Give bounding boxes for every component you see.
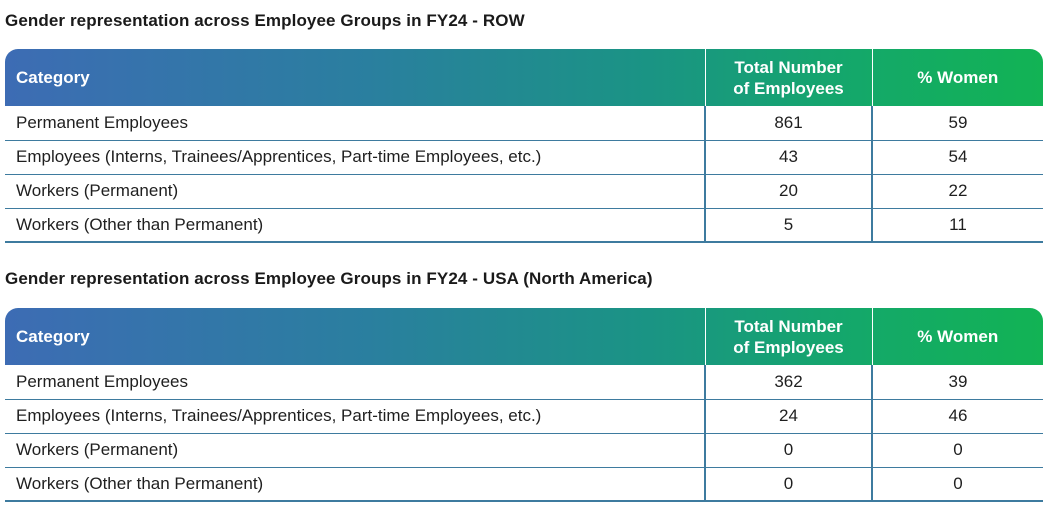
header-category: Category (16, 68, 90, 87)
header-total-line1: Total Number (734, 316, 843, 336)
table-row-region: Category Total Number of Employees % Wom… (5, 49, 1043, 243)
cell-total: 861 (704, 106, 872, 141)
table-row: Workers (Permanent) 20 22 (5, 174, 1043, 209)
cell-women: 46 (871, 399, 1043, 434)
cell-women: 22 (871, 174, 1043, 209)
section-title-usa: Gender representation across Employee Gr… (5, 269, 653, 288)
cell-total: 20 (704, 174, 872, 209)
cell-total: 0 (704, 467, 872, 502)
table-header: Category Total Number of Employees % Wom… (5, 49, 1043, 106)
table-row: Employees (Interns, Trainees/Apprentices… (5, 399, 1043, 434)
section-title-row: Gender representation across Employee Gr… (5, 11, 525, 30)
table-row: Workers (Other than Permanent) 5 11 (5, 208, 1043, 243)
table-row: Employees (Interns, Trainees/Apprentices… (5, 140, 1043, 175)
cell-women: 0 (871, 467, 1043, 502)
header-total-line2: of Employees (733, 78, 844, 98)
header-total-employees: Total Number of Employees (704, 49, 872, 106)
cell-category: Employees (Interns, Trainees/Apprentices… (5, 399, 705, 434)
header-percent-women: % Women (871, 308, 1043, 365)
cell-women: 54 (871, 140, 1043, 175)
header-total-employees: Total Number of Employees (704, 308, 872, 365)
header-total-line2: of Employees (733, 337, 844, 357)
cell-total: 0 (704, 433, 872, 468)
table-row: Permanent Employees 861 59 (5, 106, 1043, 141)
cell-women: 11 (871, 208, 1043, 243)
header-percent-women: % Women (871, 49, 1043, 106)
table-usa-region: Category Total Number of Employees % Wom… (5, 308, 1043, 502)
cell-category: Workers (Permanent) (5, 174, 705, 209)
cell-category: Workers (Other than Permanent) (5, 467, 705, 502)
cell-category: Workers (Other than Permanent) (5, 208, 705, 243)
cell-total: 24 (704, 399, 872, 434)
cell-category: Workers (Permanent) (5, 433, 705, 468)
table-row: Permanent Employees 362 39 (5, 365, 1043, 400)
cell-women: 59 (871, 106, 1043, 141)
cell-total: 362 (704, 365, 872, 400)
table-row: Workers (Other than Permanent) 0 0 (5, 467, 1043, 502)
table-row: Workers (Permanent) 0 0 (5, 433, 1043, 468)
cell-women: 39 (871, 365, 1043, 400)
cell-category: Employees (Interns, Trainees/Apprentices… (5, 140, 705, 175)
header-total-line1: Total Number (734, 57, 843, 77)
table-header: Category Total Number of Employees % Wom… (5, 308, 1043, 365)
cell-total: 43 (704, 140, 872, 175)
cell-category: Permanent Employees (5, 365, 705, 400)
cell-category: Permanent Employees (5, 106, 705, 141)
cell-women: 0 (871, 433, 1043, 468)
cell-total: 5 (704, 208, 872, 243)
header-category: Category (16, 327, 90, 346)
